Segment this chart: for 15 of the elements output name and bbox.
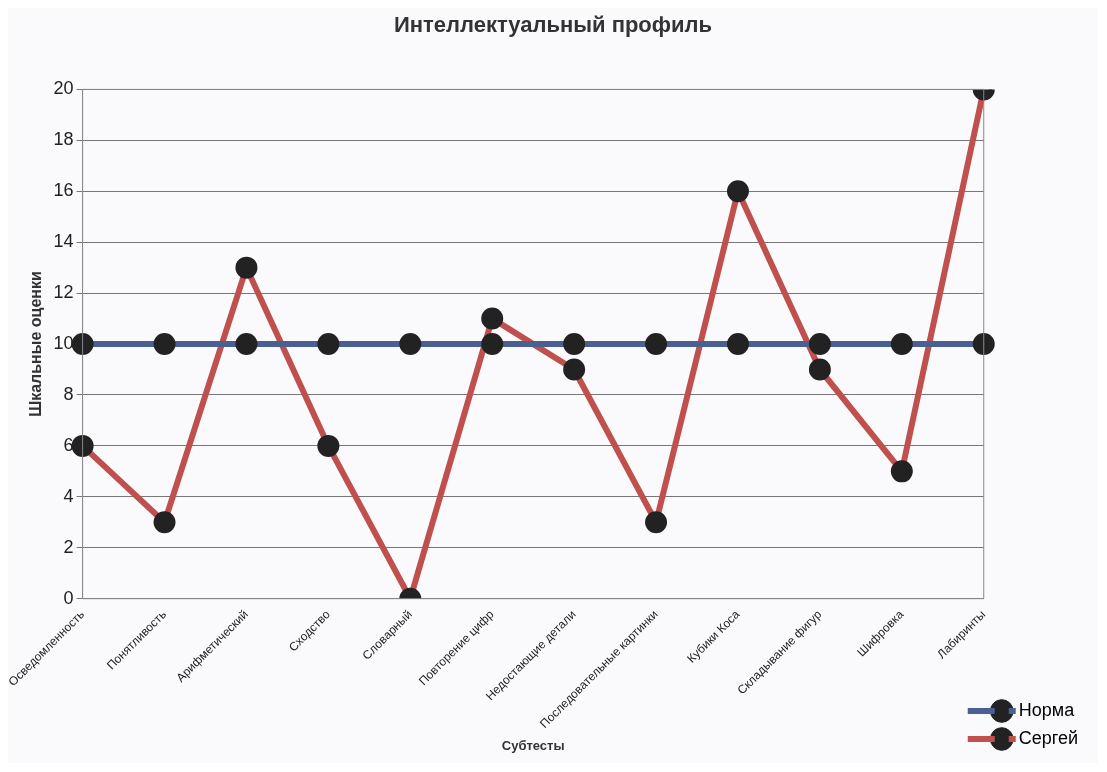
y-tick-label: 14	[53, 231, 74, 252]
y-tick-label: 8	[63, 383, 74, 404]
x-axis-title: Субтесты	[501, 737, 565, 753]
legend-label: Норма	[1018, 699, 1076, 720]
y-tick-label: 12	[53, 282, 74, 303]
y-tick-label: 2	[63, 536, 74, 557]
chart-title: Интеллектуальный профиль	[393, 12, 713, 38]
legend-label: Сергей	[1018, 727, 1079, 748]
y-tick-label: 0	[63, 587, 74, 608]
y-tick-label: 6	[63, 434, 74, 455]
y-axis-title: Шкальные оценки	[27, 271, 45, 417]
y-tick-label: 4	[63, 485, 74, 506]
y-tick-label: 20	[53, 78, 74, 99]
y-tick-label: 18	[53, 129, 74, 150]
y-tick-label: 16	[53, 180, 74, 201]
